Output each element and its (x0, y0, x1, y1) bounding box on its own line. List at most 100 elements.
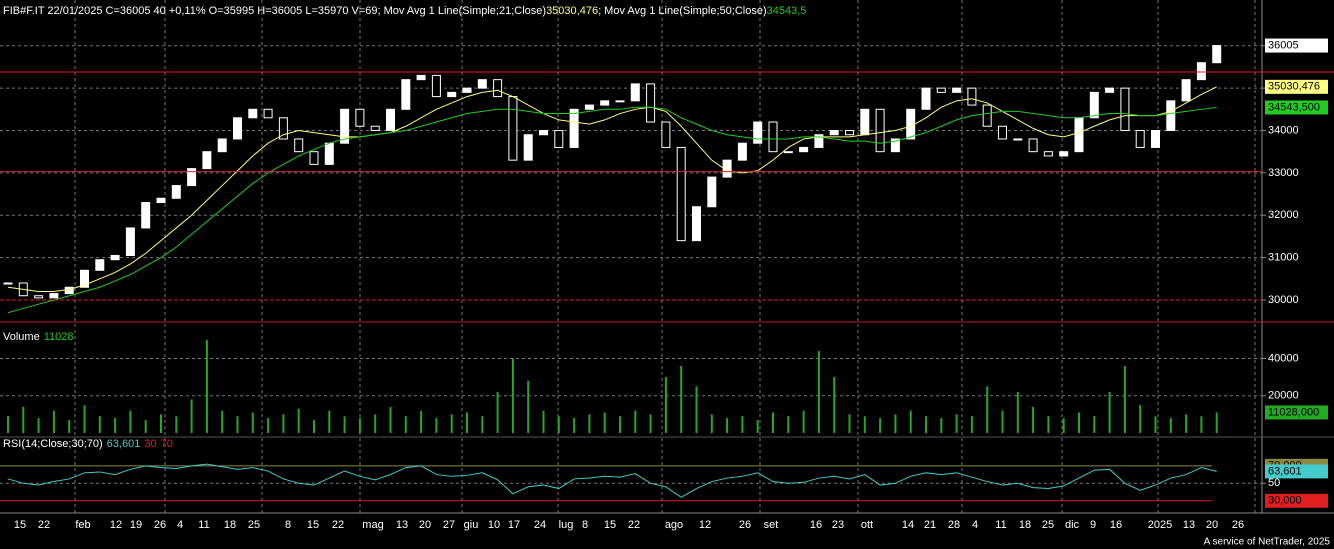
volume-bar (1047, 416, 1050, 433)
volume-bar (664, 377, 667, 433)
candle (692, 206, 701, 242)
volume-bar (879, 418, 882, 433)
level-box (1265, 493, 1328, 508)
candle (447, 91, 457, 98)
x-tick-label: 28 (948, 519, 960, 531)
volume-bar (420, 410, 423, 433)
x-tick-label: 16 (810, 519, 822, 531)
volume-bar (129, 410, 132, 433)
x-tick-label: 11 (198, 519, 209, 531)
x-tick-label: 21 (924, 519, 936, 531)
candle (799, 146, 809, 153)
last-value-label: 34543,500 (1268, 101, 1320, 113)
volume-bar (970, 416, 973, 433)
volume-bar (603, 412, 606, 433)
volume-bar (144, 419, 147, 433)
x-tick-label: 22 (628, 519, 640, 531)
candle (936, 87, 946, 93)
x-tick-label: 20 (419, 519, 431, 531)
volume-bar (756, 419, 759, 433)
volume-bar (695, 386, 698, 433)
panel-header: FIB#F.IT 22/01/2025 C=36005 40 +0,11% O=… (3, 5, 806, 17)
candle (508, 96, 518, 161)
x-tick-label: 17 (508, 519, 520, 531)
candle (477, 79, 487, 89)
candle (49, 293, 59, 299)
candle (401, 79, 411, 110)
x-tick-label: 15 (604, 519, 616, 531)
x-tick-label: 15 (14, 519, 26, 531)
candle (125, 227, 135, 256)
last-value-label: 63,601 (1268, 465, 1302, 477)
candle (309, 151, 319, 165)
volume-bar (1108, 392, 1111, 433)
volume-bar (496, 392, 499, 433)
volume-bar (1200, 416, 1203, 433)
volume-bar (83, 405, 86, 433)
candle (890, 138, 900, 153)
candle (600, 100, 610, 106)
x-tick-label: 26 (1232, 519, 1244, 531)
candle (676, 146, 686, 242)
candle (998, 125, 1007, 140)
candle (95, 259, 105, 271)
last-value-label: 11028,000 (1268, 406, 1319, 418)
header-part: 34543,5 (767, 5, 807, 17)
x-tick-label: 24 (534, 519, 546, 531)
volume-bar (940, 418, 943, 433)
candle (416, 74, 426, 81)
x-tick-label: 4 (177, 519, 183, 531)
x-tick-label: 12 (110, 519, 122, 531)
candle (768, 121, 778, 153)
candle (722, 159, 732, 178)
volume-bar (833, 377, 836, 433)
last-value-box (1265, 464, 1328, 479)
volume-bar (205, 339, 208, 433)
x-tick-label: 19 (130, 519, 142, 531)
volume-bar (1154, 416, 1157, 433)
candle (1135, 129, 1145, 148)
candle (1028, 138, 1038, 153)
volume-bar (175, 416, 178, 433)
x-tick-label: 8 (285, 519, 291, 531)
candle (860, 108, 870, 136)
candle (1059, 151, 1069, 157)
candle (921, 87, 931, 110)
x-tick-label: 2025 (1148, 519, 1172, 531)
candle (783, 151, 793, 154)
candle (355, 108, 365, 127)
candle (845, 129, 854, 136)
header-level: 30 (144, 438, 156, 450)
x-tick-label: 13 (396, 519, 408, 531)
volume-bar (925, 416, 927, 433)
volume-bar (909, 410, 912, 433)
header-part: 35030,476 (546, 5, 598, 17)
candle (661, 121, 671, 148)
x-tick-label: 26 (154, 519, 166, 531)
x-tick-label: 18 (224, 519, 236, 531)
candle (324, 142, 334, 165)
volume-bar (802, 410, 805, 433)
candle (278, 117, 288, 140)
volume-bar (450, 414, 453, 433)
x-tick-label: mag (362, 519, 383, 531)
last-value-box (1265, 100, 1328, 115)
volume-bar (358, 418, 361, 433)
volume-bar (1032, 406, 1035, 433)
volume-bar (741, 416, 744, 433)
x-tick-label: 25 (1042, 519, 1054, 531)
candle (569, 108, 579, 148)
volume-bar (787, 416, 790, 433)
candle (1196, 62, 1206, 81)
x-tick-label: dic (1065, 519, 1080, 531)
x-tick-label: 18 (1019, 519, 1031, 531)
volume-bar (511, 358, 514, 433)
volume-bar (527, 380, 530, 433)
volume-bar (1001, 410, 1004, 433)
candle (171, 185, 181, 199)
header-part: FIB#F.IT 22/01/2025 C=36005 40 +0,11% O=… (3, 5, 546, 17)
volume-bar (848, 414, 851, 433)
candle (952, 87, 962, 93)
y-tick-label: 31000 (1268, 252, 1299, 264)
